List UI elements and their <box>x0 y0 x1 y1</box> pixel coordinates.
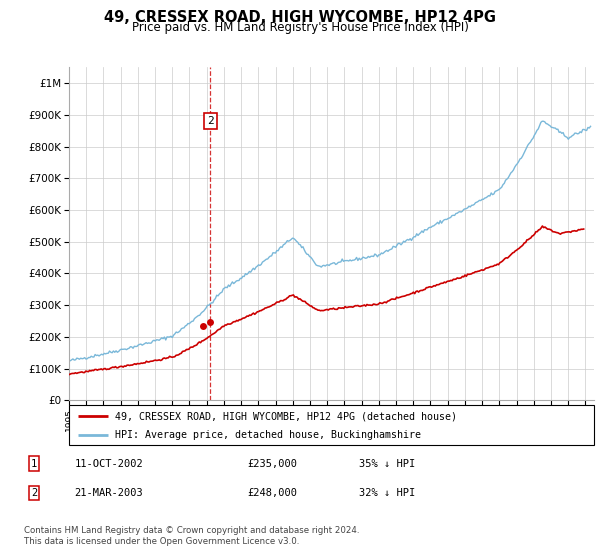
Text: 2: 2 <box>31 488 37 498</box>
Text: HPI: Average price, detached house, Buckinghamshire: HPI: Average price, detached house, Buck… <box>115 430 421 440</box>
Text: 49, CRESSEX ROAD, HIGH WYCOMBE, HP12 4PG: 49, CRESSEX ROAD, HIGH WYCOMBE, HP12 4PG <box>104 10 496 25</box>
Text: 1: 1 <box>31 459 37 469</box>
Text: 21-MAR-2003: 21-MAR-2003 <box>74 488 143 498</box>
Text: Price paid vs. HM Land Registry's House Price Index (HPI): Price paid vs. HM Land Registry's House … <box>131 21 469 34</box>
FancyBboxPatch shape <box>69 405 594 445</box>
Text: 35% ↓ HPI: 35% ↓ HPI <box>359 459 415 469</box>
Text: £235,000: £235,000 <box>247 459 297 469</box>
Text: 49, CRESSEX ROAD, HIGH WYCOMBE, HP12 4PG (detached house): 49, CRESSEX ROAD, HIGH WYCOMBE, HP12 4PG… <box>115 411 457 421</box>
Text: Contains HM Land Registry data © Crown copyright and database right 2024.
This d: Contains HM Land Registry data © Crown c… <box>24 526 359 546</box>
Text: 32% ↓ HPI: 32% ↓ HPI <box>359 488 415 498</box>
Text: 2: 2 <box>207 116 214 126</box>
Text: £248,000: £248,000 <box>247 488 297 498</box>
Text: 11-OCT-2002: 11-OCT-2002 <box>74 459 143 469</box>
